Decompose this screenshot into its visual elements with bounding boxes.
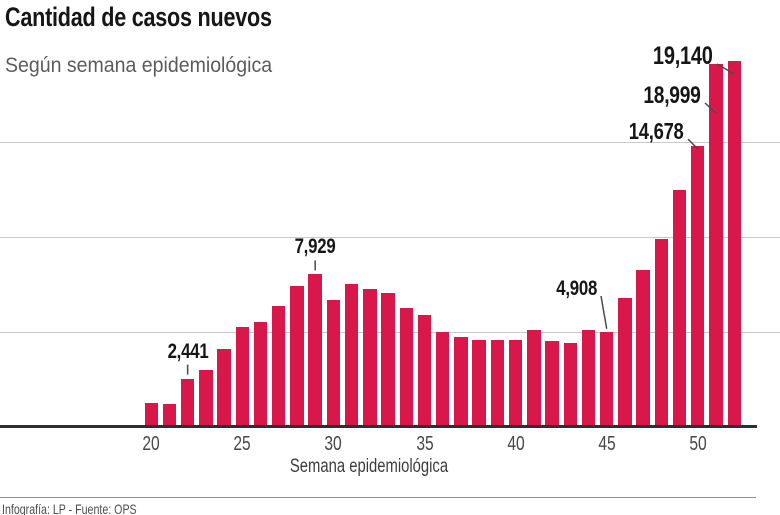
x-tick-20: 20 — [142, 433, 160, 455]
x-axis-line — [0, 425, 757, 428]
value-label-29: 7,929 — [294, 235, 336, 259]
bar-week-37 — [454, 336, 468, 425]
bar-week-40 — [508, 339, 523, 425]
credit-line: Infografía: LP - Fuente: OPS — [2, 501, 137, 515]
bar-week-48 — [654, 238, 669, 425]
bar-week-47 — [636, 270, 650, 425]
value-label-52: 19,140 — [653, 42, 713, 71]
bar-week-31 — [344, 284, 359, 425]
bar-week-46 — [618, 297, 632, 425]
bar-week-38 — [472, 339, 486, 425]
bar-week-20 — [144, 403, 158, 425]
x-tick-45: 45 — [598, 433, 616, 455]
bar-week-25 — [235, 327, 249, 425]
bar-week-28 — [290, 286, 304, 425]
bar-week-32 — [363, 289, 377, 425]
value-label-22: 2,441 — [167, 339, 209, 363]
footer-divider — [0, 497, 756, 498]
gridline-10000 — [0, 237, 780, 238]
bar-week-29 — [308, 274, 322, 425]
bar-week-41 — [527, 330, 541, 425]
bar-week-26 — [253, 322, 268, 425]
x-tick-30: 30 — [324, 433, 343, 455]
bar-week-21 — [162, 404, 177, 425]
bar-week-35 — [417, 314, 432, 425]
bar-week-27 — [272, 306, 286, 425]
bar-week-52 — [727, 61, 741, 425]
value-label-51: 18,999 — [643, 81, 702, 109]
bar-week-34 — [399, 308, 413, 425]
bar-week-30 — [326, 299, 341, 425]
bar-week-33 — [381, 292, 395, 425]
leader-line-week-45 — [600, 295, 608, 329]
bar-week-49 — [672, 190, 687, 425]
bar-week-45 — [600, 331, 614, 425]
chart-title: Cantidad de casos nuevos — [5, 2, 272, 32]
bar-week-44 — [581, 330, 596, 425]
x-tick-25: 25 — [233, 433, 251, 455]
bar-week-24 — [217, 349, 231, 425]
x-axis-title: Semana epidemiológica — [289, 456, 449, 477]
x-tick-50: 50 — [689, 433, 707, 455]
gridline-15000 — [0, 142, 780, 143]
bar-week-39 — [490, 340, 505, 425]
value-label-45: 4,908 — [556, 277, 597, 301]
bar-week-22 — [180, 378, 195, 425]
bar-week-42 — [545, 341, 559, 425]
bar-week-43 — [563, 343, 577, 425]
x-tick-35: 35 — [415, 433, 434, 455]
bar-week-23 — [199, 369, 213, 425]
chart-subtitle: Según semana epidemiológica — [5, 54, 273, 77]
bar-week-51 — [709, 64, 723, 425]
value-label-50: 14,678 — [629, 118, 684, 145]
bar-week-36 — [436, 331, 450, 425]
x-tick-40: 40 — [506, 433, 525, 455]
bar-week-50 — [691, 146, 705, 425]
